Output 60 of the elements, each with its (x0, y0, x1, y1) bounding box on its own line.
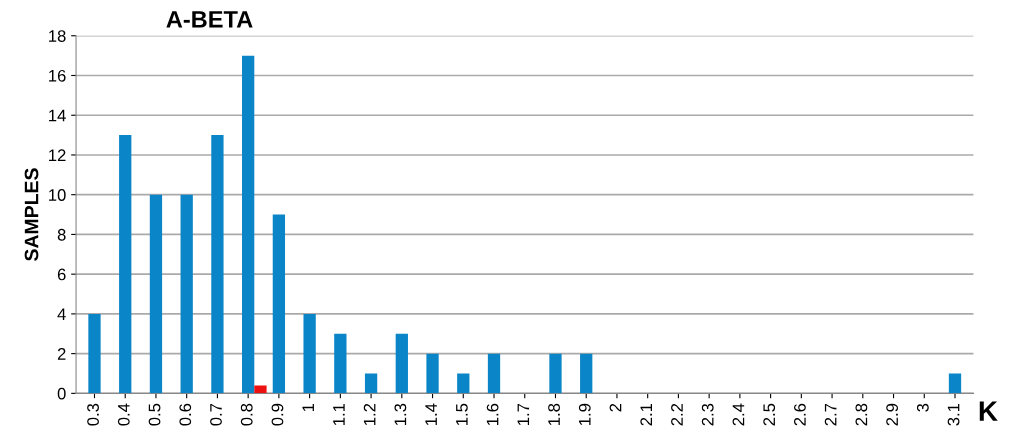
y-tick-label: 6 (57, 268, 66, 281)
y-tick-label: 16 (49, 69, 66, 82)
bar (272, 214, 286, 394)
y-tick-label: 10 (49, 189, 66, 201)
bar (364, 373, 378, 394)
x-tick-label: 1.3 (394, 403, 407, 425)
x-tick-label: 3.1 (947, 403, 960, 426)
chart-title: A-BETA (166, 11, 253, 28)
x-tick-label: 1.1 (333, 403, 345, 425)
x-tick-label: 2.5 (763, 403, 776, 426)
y-tick-label: 2 (57, 348, 66, 360)
x-tick-label: 0.4 (117, 403, 130, 426)
x-tick-label: 1.4 (425, 403, 437, 425)
x-tick-label: 2.1 (640, 403, 652, 426)
x-tick-label: 2.2 (671, 403, 683, 426)
x-tick-label: 0.9 (271, 403, 284, 426)
x-tick-label: 0.6 (179, 403, 192, 426)
x-tick-label: 1.8 (548, 403, 560, 425)
bar (211, 135, 224, 394)
x-tick-label: 1 (302, 403, 314, 412)
x-tick-label: 1.2 (363, 403, 376, 425)
bar (549, 353, 562, 394)
x-tick-label: 1.6 (486, 403, 499, 425)
bar (334, 333, 347, 394)
x-tick-label: 2 (609, 403, 622, 412)
y-tick-label: 18 (49, 30, 66, 42)
bar (457, 373, 470, 394)
bar (254, 385, 267, 394)
x-tick-label: 1.7 (517, 403, 530, 425)
bar (395, 333, 408, 394)
bar (119, 135, 132, 394)
x-tick-label: 2.4 (732, 403, 745, 426)
y-tick-label: 4 (57, 308, 66, 320)
x-tick-label: 1.9 (578, 403, 591, 425)
x-tick-label: 0.3 (87, 403, 99, 426)
bar (242, 55, 255, 394)
y-tick-label: 12 (49, 149, 66, 161)
x-tick-label: 0.5 (148, 403, 161, 426)
y-tick-label: 8 (57, 228, 66, 241)
y-tick-label: 0 (57, 387, 66, 400)
bar (149, 194, 163, 394)
bar (487, 353, 501, 394)
x-tick-label: 2.9 (886, 403, 899, 426)
x-tick-label: 2.3 (701, 403, 714, 426)
x-tick-label: 2.6 (794, 403, 806, 426)
x-tick-label: 3 (916, 403, 929, 412)
x-axis-title: K (979, 401, 998, 421)
x-tick-label: 2.8 (855, 403, 868, 426)
x-tick-label: 0.8 (240, 403, 253, 426)
y-axis-title: SAMPLES (24, 168, 39, 261)
y-tick-label: 14 (49, 109, 66, 122)
bar (88, 313, 101, 394)
bar (580, 353, 593, 394)
bar (180, 194, 193, 394)
bar (426, 353, 439, 394)
bar (303, 313, 316, 394)
x-tick-label: 1.5 (456, 403, 468, 425)
bar (948, 373, 962, 394)
x-tick-label: 0.7 (210, 403, 222, 426)
x-tick-label: 2.7 (824, 403, 837, 426)
